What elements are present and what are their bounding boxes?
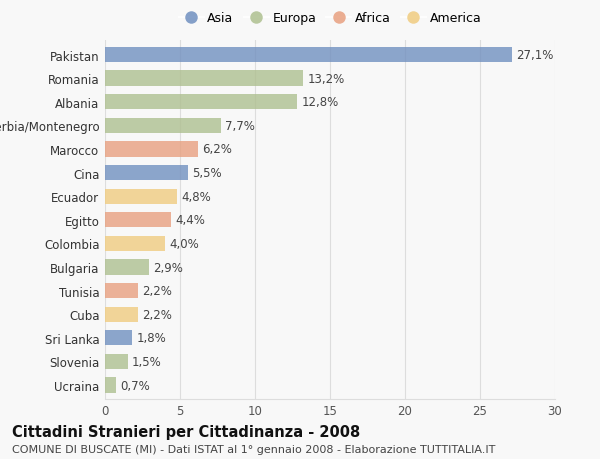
Text: COMUNE DI BUSCATE (MI) - Dati ISTAT al 1° gennaio 2008 - Elaborazione TUTTITALIA: COMUNE DI BUSCATE (MI) - Dati ISTAT al 1…	[12, 444, 496, 454]
Text: Cittadini Stranieri per Cittadinanza - 2008: Cittadini Stranieri per Cittadinanza - 2…	[12, 425, 360, 440]
Bar	[105, 378, 115, 393]
Text: 4,0%: 4,0%	[170, 237, 199, 250]
Bar	[105, 283, 138, 299]
Text: 27,1%: 27,1%	[516, 49, 553, 62]
Text: 6,2%: 6,2%	[203, 143, 232, 156]
Bar	[105, 307, 138, 322]
Bar	[105, 166, 187, 181]
Text: 5,5%: 5,5%	[192, 167, 221, 179]
Text: 2,2%: 2,2%	[143, 285, 172, 297]
Bar	[105, 213, 171, 228]
Bar	[105, 189, 177, 204]
Bar	[105, 95, 297, 110]
Legend: Asia, Europa, Africa, America: Asia, Europa, Africa, America	[176, 10, 484, 28]
Bar	[105, 48, 511, 63]
Text: 4,4%: 4,4%	[176, 214, 205, 227]
Text: 2,2%: 2,2%	[143, 308, 172, 321]
Bar	[105, 142, 198, 157]
Text: 1,8%: 1,8%	[137, 331, 166, 345]
Text: 1,5%: 1,5%	[132, 355, 162, 368]
Text: 12,8%: 12,8%	[302, 96, 339, 109]
Bar	[105, 118, 221, 134]
Text: 2,9%: 2,9%	[153, 261, 183, 274]
Bar	[105, 236, 165, 252]
Bar	[105, 330, 132, 346]
Text: 4,8%: 4,8%	[182, 190, 211, 203]
Bar	[105, 71, 303, 87]
Bar	[105, 354, 128, 369]
Text: 13,2%: 13,2%	[308, 73, 345, 85]
Bar	[105, 260, 149, 275]
Text: 7,7%: 7,7%	[225, 120, 255, 133]
Text: 0,7%: 0,7%	[120, 379, 150, 392]
